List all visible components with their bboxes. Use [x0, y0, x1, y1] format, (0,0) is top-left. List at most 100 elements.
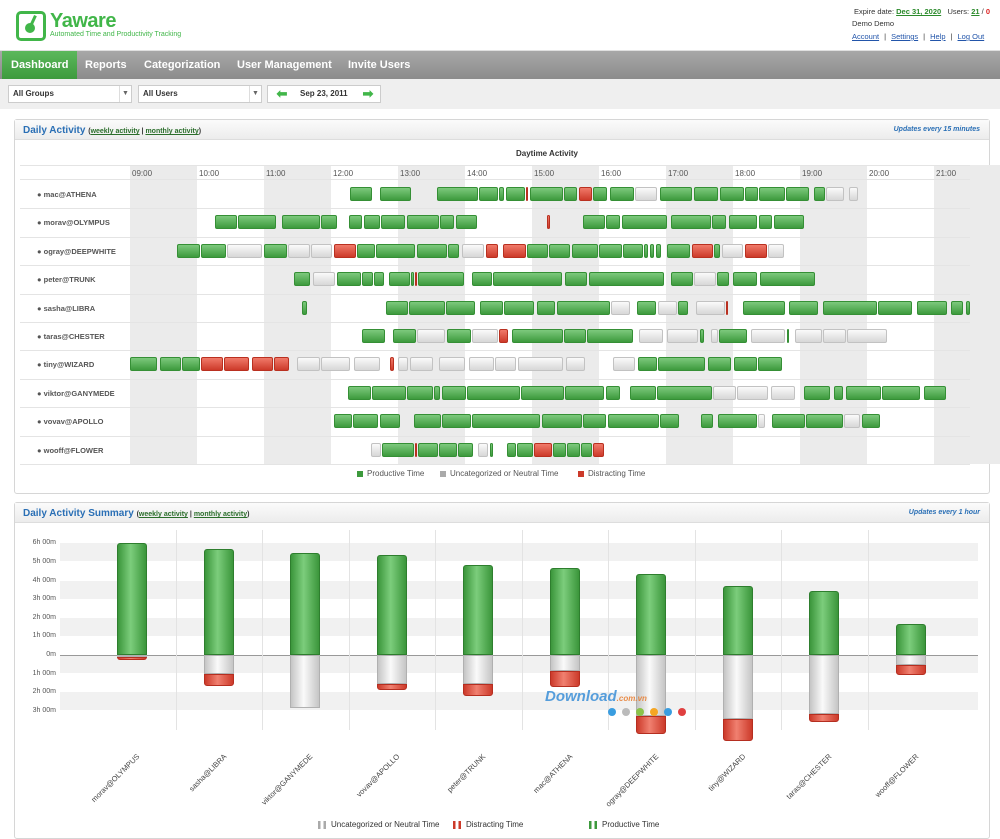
productive-segment[interactable]: [321, 215, 337, 229]
productive-segment[interactable]: [882, 386, 920, 400]
neutral-segment[interactable]: [635, 187, 657, 201]
neutral-bar[interactable]: [117, 655, 147, 657]
productive-segment[interactable]: [804, 386, 830, 400]
neutral-segment[interactable]: [410, 357, 433, 371]
distracting-segment[interactable]: [745, 244, 767, 258]
productive-bar[interactable]: [636, 574, 666, 655]
distracting-segment[interactable]: [274, 357, 289, 371]
neutral-segment[interactable]: [354, 357, 380, 371]
neutral-bar[interactable]: [463, 655, 493, 684]
productive-segment[interactable]: [644, 244, 648, 258]
productive-segment[interactable]: [718, 414, 757, 428]
productive-segment[interactable]: [610, 187, 634, 201]
productive-segment[interactable]: [337, 272, 361, 286]
distracting-segment[interactable]: [224, 357, 249, 371]
distracting-bar[interactable]: [809, 714, 839, 722]
neutral-segment[interactable]: [313, 272, 335, 286]
productive-segment[interactable]: [264, 244, 287, 258]
neutral-segment[interactable]: [613, 357, 635, 371]
neutral-segment[interactable]: [518, 357, 563, 371]
distracting-segment[interactable]: [547, 215, 550, 229]
neutral-segment[interactable]: [462, 244, 484, 258]
productive-segment[interactable]: [733, 272, 757, 286]
help-link[interactable]: Help: [930, 32, 946, 41]
productive-segment[interactable]: [924, 386, 946, 400]
distracting-segment[interactable]: [499, 329, 508, 343]
distracting-bar[interactable]: [550, 671, 580, 687]
neutral-bar[interactable]: [377, 655, 407, 684]
productive-segment[interactable]: [878, 301, 912, 315]
productive-segment[interactable]: [504, 301, 534, 315]
productive-bar[interactable]: [377, 555, 407, 655]
productive-segment[interactable]: [499, 187, 504, 201]
productive-segment[interactable]: [701, 414, 713, 428]
productive-bar[interactable]: [550, 568, 580, 655]
users-select[interactable]: All Users ▼: [138, 85, 262, 103]
neutral-bar[interactable]: [723, 655, 753, 719]
neutral-segment[interactable]: [658, 301, 677, 315]
productive-segment[interactable]: [834, 386, 843, 400]
productive-segment[interactable]: [638, 357, 657, 371]
productive-segment[interactable]: [700, 329, 704, 343]
productive-segment[interactable]: [671, 215, 711, 229]
productive-segment[interactable]: [758, 357, 782, 371]
productive-segment[interactable]: [694, 187, 718, 201]
productive-bar[interactable]: [809, 591, 839, 655]
productive-segment[interactable]: [581, 443, 592, 457]
productive-segment[interactable]: [583, 414, 606, 428]
productive-segment[interactable]: [349, 215, 362, 229]
productive-segment[interactable]: [667, 244, 690, 258]
neutral-segment[interactable]: [737, 386, 768, 400]
neutral-segment[interactable]: [311, 244, 332, 258]
productive-segment[interactable]: [372, 386, 406, 400]
productive-segment[interactable]: [507, 443, 516, 457]
account-link[interactable]: Account: [852, 32, 880, 41]
productive-segment[interactable]: [608, 414, 659, 428]
neutral-segment[interactable]: [417, 329, 445, 343]
neutral-segment[interactable]: [844, 414, 860, 428]
productive-segment[interactable]: [407, 215, 439, 229]
distracting-bar[interactable]: [896, 665, 926, 675]
groups-select[interactable]: All Groups ▼: [8, 85, 132, 103]
productive-segment[interactable]: [660, 187, 692, 201]
neutral-segment[interactable]: [751, 329, 785, 343]
logout-link[interactable]: Log Out: [957, 32, 985, 41]
productive-bar[interactable]: [204, 549, 234, 655]
expire-date[interactable]: Dec 31, 2020: [896, 7, 942, 16]
productive-segment[interactable]: [637, 301, 656, 315]
productive-segment[interactable]: [393, 329, 416, 343]
productive-segment[interactable]: [440, 215, 454, 229]
productive-segment[interactable]: [446, 301, 475, 315]
productive-segment[interactable]: [434, 386, 440, 400]
productive-segment[interactable]: [160, 357, 181, 371]
productive-segment[interactable]: [966, 301, 970, 315]
distracting-segment[interactable]: [579, 187, 592, 201]
productive-segment[interactable]: [472, 272, 492, 286]
productive-segment[interactable]: [364, 215, 380, 229]
productive-bar[interactable]: [896, 624, 926, 655]
productive-segment[interactable]: [671, 272, 693, 286]
neutral-segment[interactable]: [768, 244, 784, 258]
productive-segment[interactable]: [657, 386, 712, 400]
productive-segment[interactable]: [606, 386, 620, 400]
neutral-segment[interactable]: [439, 357, 465, 371]
next-day-arrow-icon[interactable]: ➡: [362, 86, 374, 101]
productive-segment[interactable]: [215, 215, 237, 229]
productive-segment[interactable]: [814, 187, 825, 201]
productive-segment[interactable]: [418, 272, 464, 286]
productive-segment[interactable]: [678, 301, 688, 315]
neutral-segment[interactable]: [711, 329, 718, 343]
productive-segment[interactable]: [447, 329, 471, 343]
productive-segment[interactable]: [442, 386, 466, 400]
productive-segment[interactable]: [564, 187, 577, 201]
productive-segment[interactable]: [564, 329, 586, 343]
neutral-segment[interactable]: [469, 357, 494, 371]
nav-dashboard[interactable]: Dashboard: [2, 51, 78, 79]
distracting-segment[interactable]: [503, 244, 526, 258]
productive-segment[interactable]: [357, 244, 375, 258]
neutral-bar[interactable]: [204, 655, 234, 674]
productive-segment[interactable]: [806, 414, 843, 428]
productive-segment[interactable]: [380, 414, 400, 428]
productive-segment[interactable]: [506, 187, 525, 201]
productive-segment[interactable]: [456, 215, 477, 229]
